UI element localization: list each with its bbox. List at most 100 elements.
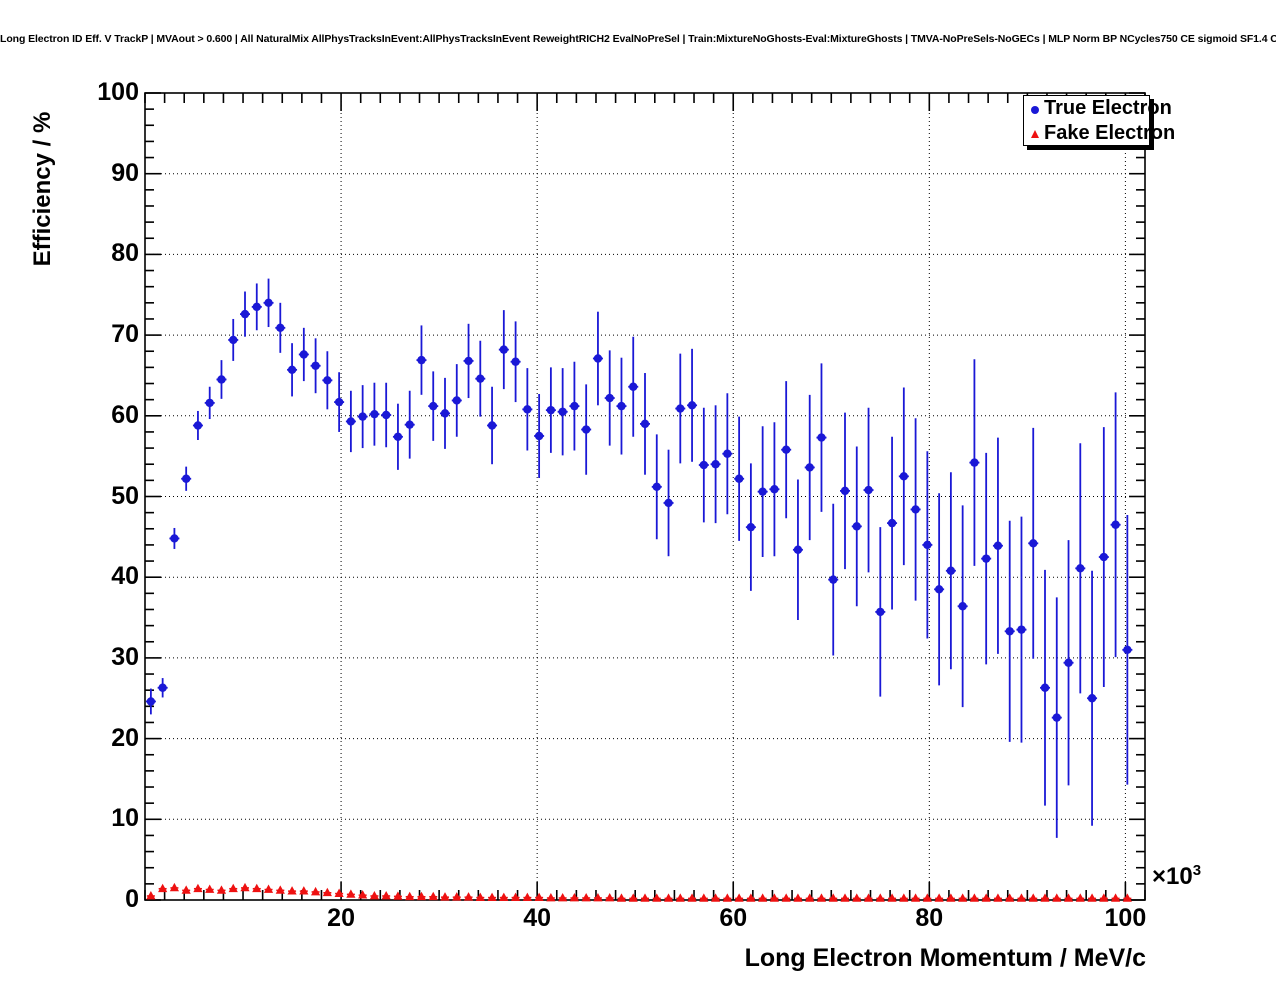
data-point bbox=[451, 364, 462, 437]
y-tick-label: 100 bbox=[97, 78, 139, 106]
marker-circle bbox=[334, 397, 344, 407]
data-point bbox=[1016, 516, 1027, 743]
marker-triangle bbox=[499, 892, 509, 901]
x-tick-label: 60 bbox=[719, 904, 748, 932]
marker-triangle bbox=[358, 890, 368, 899]
data-point bbox=[145, 688, 156, 715]
data-point bbox=[251, 283, 262, 331]
data-point bbox=[369, 382, 380, 446]
marker-circle bbox=[264, 298, 273, 308]
grid-lines bbox=[145, 93, 1145, 900]
data-point bbox=[840, 412, 850, 570]
marker-triangle bbox=[463, 892, 474, 901]
data-point bbox=[146, 890, 156, 900]
chart-legend[interactable]: True Electron Fake Electron bbox=[1023, 95, 1175, 146]
marker-circle bbox=[170, 534, 179, 543]
marker-triangle bbox=[334, 888, 344, 897]
marker-circle bbox=[946, 566, 956, 575]
axis-exponent-base: 10 bbox=[1166, 863, 1193, 890]
marker-triangle bbox=[1110, 893, 1121, 902]
x-tick-label: 40 bbox=[523, 904, 552, 932]
data-point bbox=[792, 479, 803, 620]
marker-circle bbox=[546, 405, 556, 415]
legend-triangle-marker-icon bbox=[1028, 124, 1042, 144]
marker-circle bbox=[911, 505, 920, 514]
marker-triangle bbox=[793, 893, 803, 902]
marker-circle bbox=[876, 607, 885, 617]
marker-triangle bbox=[1028, 893, 1038, 902]
data-point bbox=[652, 893, 662, 902]
data-point bbox=[534, 394, 545, 478]
marker-circle bbox=[240, 309, 250, 319]
marker-triangle bbox=[852, 893, 862, 902]
y-tick-label: 0 bbox=[125, 885, 139, 913]
marker-circle bbox=[1111, 520, 1120, 529]
marker-triangle bbox=[1075, 893, 1085, 902]
data-point bbox=[1052, 893, 1062, 902]
data-point bbox=[181, 466, 192, 491]
data-point bbox=[428, 371, 439, 441]
data-point bbox=[781, 893, 791, 902]
data-point bbox=[357, 385, 368, 449]
data-point bbox=[205, 884, 215, 893]
data-point bbox=[275, 885, 285, 894]
marker-circle bbox=[370, 409, 379, 419]
data-point bbox=[463, 892, 474, 901]
data-point bbox=[1075, 893, 1085, 902]
data-point bbox=[345, 390, 356, 453]
marker-circle bbox=[393, 432, 403, 441]
data-point bbox=[758, 893, 768, 902]
data-point bbox=[852, 893, 862, 902]
marker-circle bbox=[793, 545, 803, 554]
data-point bbox=[263, 278, 274, 328]
marker-triangle bbox=[758, 893, 768, 902]
data-point bbox=[993, 893, 1003, 902]
legend-entry-fake-electron[interactable]: Fake Electron bbox=[1028, 121, 1175, 146]
marker-circle bbox=[981, 554, 991, 563]
data-point bbox=[1122, 515, 1133, 785]
data-point bbox=[169, 527, 180, 549]
data-point bbox=[487, 892, 497, 901]
data-point bbox=[628, 336, 639, 437]
marker-circle bbox=[1064, 658, 1073, 667]
data-point bbox=[898, 387, 909, 566]
marker-circle bbox=[487, 421, 497, 430]
data-point bbox=[1040, 893, 1050, 902]
marker-triangle bbox=[910, 893, 921, 902]
marker-triangle bbox=[663, 893, 674, 902]
marker-circle bbox=[452, 396, 461, 405]
marker-circle bbox=[1076, 564, 1085, 573]
marker-triangle bbox=[1005, 893, 1015, 902]
data-point bbox=[969, 359, 980, 566]
axis-exponent-label: ×103 bbox=[1152, 862, 1201, 891]
marker-triangle bbox=[1040, 893, 1050, 902]
marker-triangle bbox=[816, 893, 827, 902]
marker-triangle bbox=[263, 884, 274, 893]
data-point bbox=[640, 893, 650, 902]
data-point bbox=[1016, 893, 1027, 902]
marker-triangle bbox=[840, 893, 850, 902]
y-tick-label: 50 bbox=[111, 481, 139, 510]
marker-circle bbox=[699, 460, 709, 470]
marker-triangle bbox=[1099, 893, 1109, 902]
data-point bbox=[781, 381, 792, 519]
data-point bbox=[498, 310, 509, 390]
data-point bbox=[816, 893, 827, 902]
data-point bbox=[934, 893, 944, 902]
marker-triangle bbox=[616, 893, 627, 902]
legend-label-fake-electron: Fake Electron bbox=[1044, 122, 1176, 144]
data-point bbox=[558, 892, 568, 902]
legend-entry-true-electron[interactable]: True Electron bbox=[1028, 96, 1172, 121]
marker-triangle bbox=[875, 893, 885, 902]
y-tick-label: 90 bbox=[111, 158, 139, 187]
data-point bbox=[734, 893, 744, 902]
data-point bbox=[510, 892, 521, 901]
data-point bbox=[1051, 597, 1062, 838]
data-point bbox=[240, 882, 250, 892]
marker-triangle bbox=[522, 892, 532, 901]
marker-circle bbox=[429, 401, 438, 411]
marker-triangle bbox=[193, 883, 203, 893]
marker-triangle bbox=[687, 893, 697, 902]
data-point bbox=[510, 321, 521, 403]
